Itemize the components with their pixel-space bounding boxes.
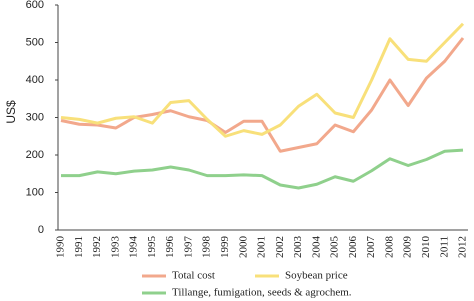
x-tick-label: 2007	[365, 236, 377, 259]
x-tick-label: 2008	[383, 236, 395, 259]
x-tick-label: 2004	[310, 236, 322, 259]
x-tick-label: 1994	[128, 236, 140, 259]
x-tick-label: 1999	[219, 236, 231, 259]
legend-label: Soybean price	[285, 270, 348, 282]
x-tick-label: 1990	[55, 236, 67, 259]
x-tick-label: 2000	[237, 236, 249, 258]
y-tick-label: 500	[26, 36, 44, 48]
y-tick-label: 600	[26, 0, 44, 11]
legend-label: Tillange, fumigation, seeds & agrochem.	[172, 287, 352, 299]
x-tick-label: 1995	[146, 236, 158, 259]
x-tick-label: 1997	[182, 236, 194, 259]
x-tick-label: 2012	[457, 236, 469, 258]
x-tick-label: 2002	[274, 236, 286, 258]
x-tick-label: 2009	[402, 236, 414, 259]
x-tick-label: 2001	[256, 236, 268, 258]
x-tick-label: 2003	[292, 236, 304, 259]
y-tick-label: 300	[26, 111, 44, 123]
x-tick-label: 1998	[201, 236, 213, 259]
series-line	[61, 148, 464, 190]
x-tick-label: 2006	[347, 236, 359, 259]
y-tick-label: 400	[26, 74, 44, 86]
x-tick-label: 2011	[438, 236, 450, 258]
legend-label: Total cost	[172, 270, 215, 282]
x-tick-label: 2010	[420, 236, 432, 259]
x-tick-label: 1996	[164, 236, 176, 259]
x-tick-label: 2005	[329, 236, 341, 259]
y-tick-label: 100	[26, 186, 44, 198]
series-line	[60, 37, 465, 153]
y-axis-label: US$	[4, 100, 18, 124]
series-line	[60, 22, 465, 138]
x-tick-label: 1992	[91, 236, 103, 258]
y-tick-label: 200	[26, 149, 44, 161]
x-tick-label: 1991	[73, 236, 85, 258]
x-tick-label: 1993	[109, 236, 121, 259]
y-tick-label: 0	[38, 224, 44, 236]
